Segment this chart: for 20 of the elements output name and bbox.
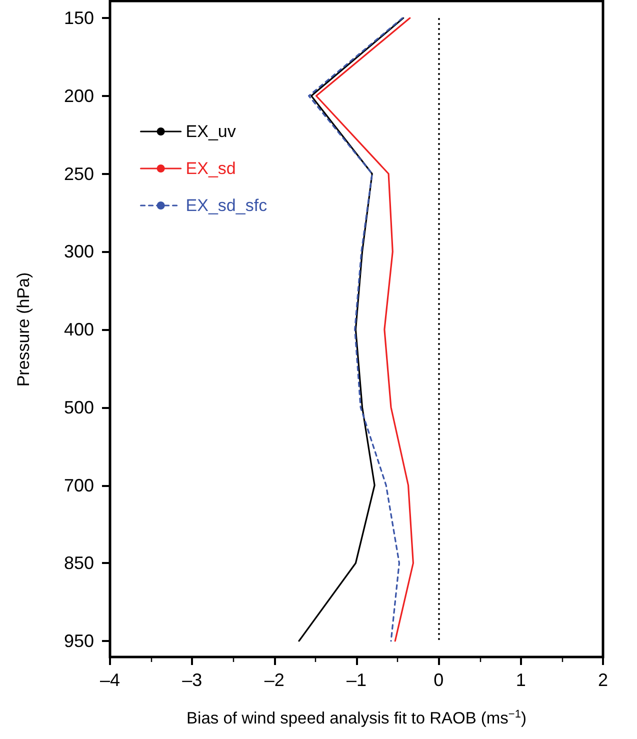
y-tick-label: 150 — [64, 8, 94, 28]
y-axis-title: Pressure (hPa) — [14, 272, 33, 387]
x-tick-label: –3 — [182, 670, 202, 690]
x-tick-label: –2 — [264, 670, 284, 690]
legend-label: EX_sd — [186, 159, 236, 178]
y-tick-label: 300 — [64, 242, 94, 262]
x-tick-label: –1 — [346, 670, 367, 690]
x-tick-label: 0 — [434, 670, 444, 690]
y-tick-label: 950 — [64, 631, 94, 651]
x-tick-label: 1 — [516, 670, 526, 690]
y-tick-label: 400 — [64, 320, 94, 340]
y-tick-label: 850 — [64, 553, 94, 574]
y-tick-label: 200 — [64, 86, 94, 106]
x-tick-label: –4 — [100, 670, 120, 690]
legend-label: EX_sd_sfc — [186, 196, 268, 215]
y-tick-label: 500 — [64, 397, 94, 418]
y-tick-label: 250 — [64, 164, 94, 184]
y-tick-label: 700 — [64, 475, 94, 496]
x-tick-label: 2 — [598, 670, 608, 690]
legend-label: EX_uv — [186, 122, 236, 141]
